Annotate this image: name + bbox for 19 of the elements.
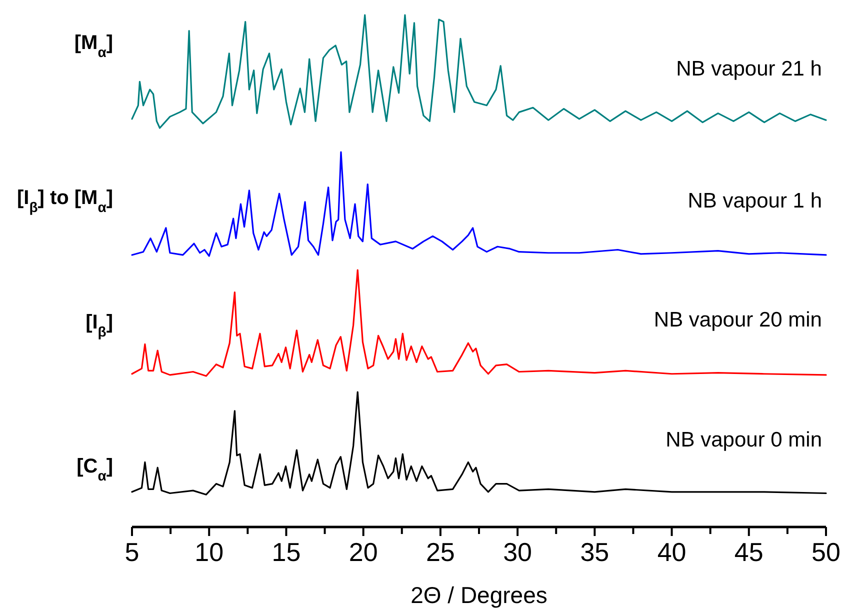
x-tick-label: 40 (657, 537, 686, 567)
x-tick-label: 5 (124, 537, 140, 567)
x-tick-label: 10 (194, 537, 224, 567)
series-label: NB vapour 1 h (688, 189, 822, 212)
x-tick-label: 30 (503, 537, 532, 567)
series-label: NB vapour 20 min (654, 308, 822, 332)
text: [C$_{α}$] (76, 455, 113, 484)
x-tick-label: 45 (734, 537, 764, 567)
x-tick-label: 25 (426, 537, 455, 567)
x-axis-title: 2Θ / Degrees (410, 582, 548, 608)
series-label: NB vapour 0 min (666, 428, 822, 452)
series-label: NB vapour 21 h (676, 57, 822, 80)
text: [I$_{β}$] (86, 311, 113, 340)
x-tick-label: 50 (812, 537, 840, 567)
x-tick-label: 15 (272, 537, 301, 567)
x-tick-label: 35 (580, 537, 610, 567)
text: [I$_{β}$] to [M$_{α}$] (16, 187, 113, 215)
text: [M$_{α}$] (74, 32, 113, 60)
x-tick-label: 20 (348, 537, 378, 567)
